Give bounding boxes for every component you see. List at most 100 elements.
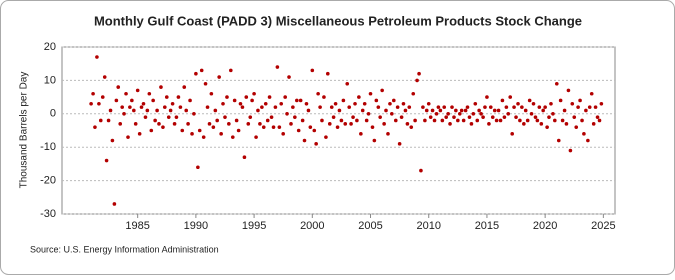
- point: [353, 101, 357, 106]
- point: [277, 125, 282, 129]
- point: [551, 112, 555, 116]
- point: [553, 118, 557, 123]
- point: [589, 91, 594, 96]
- point: [364, 118, 369, 123]
- point: [568, 148, 573, 153]
- point: [574, 125, 579, 129]
- point: [223, 115, 227, 119]
- point: [545, 125, 549, 129]
- point: [327, 122, 332, 126]
- point: [283, 95, 287, 99]
- point: [180, 128, 185, 133]
- point: [337, 108, 342, 113]
- point: [413, 118, 417, 123]
- point: [188, 98, 192, 103]
- x-tick-label: 1990: [184, 220, 208, 232]
- point: [256, 108, 260, 113]
- point: [510, 132, 515, 136]
- point: [520, 105, 524, 109]
- point: [89, 101, 93, 106]
- point: [112, 202, 117, 206]
- x-tick-label: 2020: [533, 220, 557, 232]
- point: [312, 128, 317, 133]
- point: [97, 101, 101, 106]
- point: [518, 118, 522, 123]
- point: [145, 108, 150, 113]
- point: [417, 71, 421, 76]
- point: [421, 105, 425, 109]
- point: [539, 122, 544, 126]
- point: [184, 108, 189, 113]
- point: [448, 122, 452, 126]
- point: [580, 118, 584, 123]
- point: [287, 75, 291, 79]
- point: [560, 118, 565, 123]
- point: [459, 108, 464, 113]
- point: [285, 112, 289, 116]
- point: [386, 132, 390, 136]
- point: [93, 125, 97, 129]
- point: [333, 101, 338, 106]
- point: [176, 95, 181, 99]
- point: [260, 105, 264, 109]
- point: [494, 118, 499, 123]
- point: [593, 105, 598, 109]
- point: [562, 108, 567, 113]
- point: [465, 105, 470, 109]
- point: [399, 115, 404, 119]
- point: [362, 101, 367, 106]
- point: [390, 112, 394, 116]
- point: [230, 135, 235, 139]
- point: [166, 115, 171, 119]
- point: [572, 115, 577, 119]
- point: [201, 135, 206, 139]
- point: [95, 55, 99, 59]
- point: [306, 108, 311, 113]
- point: [392, 98, 396, 103]
- point: [479, 112, 483, 116]
- point: [595, 115, 600, 119]
- point: [450, 105, 454, 109]
- point: [477, 108, 481, 113]
- point: [424, 108, 429, 113]
- point: [205, 105, 210, 109]
- plot-area: [61, 46, 616, 215]
- point: [261, 125, 266, 129]
- y-tick-label: -20: [40, 175, 56, 187]
- point: [102, 75, 107, 79]
- point: [232, 98, 237, 103]
- point: [265, 118, 270, 123]
- point: [324, 135, 328, 139]
- point: [405, 122, 410, 126]
- point: [298, 98, 303, 103]
- x-tick-label: 1995: [242, 220, 266, 232]
- y-tick-label: 0: [50, 108, 56, 120]
- point: [219, 132, 223, 136]
- point: [174, 115, 179, 119]
- point: [523, 108, 528, 113]
- point: [203, 81, 208, 86]
- point: [246, 122, 251, 126]
- point: [331, 115, 336, 119]
- point: [197, 128, 202, 133]
- point: [376, 105, 381, 109]
- point: [199, 68, 204, 73]
- point: [213, 108, 218, 113]
- point: [469, 122, 474, 126]
- point: [211, 125, 216, 129]
- point: [258, 122, 262, 126]
- point: [269, 115, 274, 119]
- point: [442, 105, 447, 109]
- point: [263, 101, 268, 106]
- point: [133, 122, 138, 126]
- point: [114, 98, 119, 103]
- point: [393, 118, 398, 123]
- point: [139, 105, 144, 109]
- point: [291, 105, 295, 109]
- chart-title: Monthly Gulf Coast (PADD 3) Miscellaneou…: [94, 13, 582, 28]
- point: [483, 105, 487, 109]
- point: [351, 115, 355, 119]
- point: [395, 105, 400, 109]
- point: [432, 118, 437, 123]
